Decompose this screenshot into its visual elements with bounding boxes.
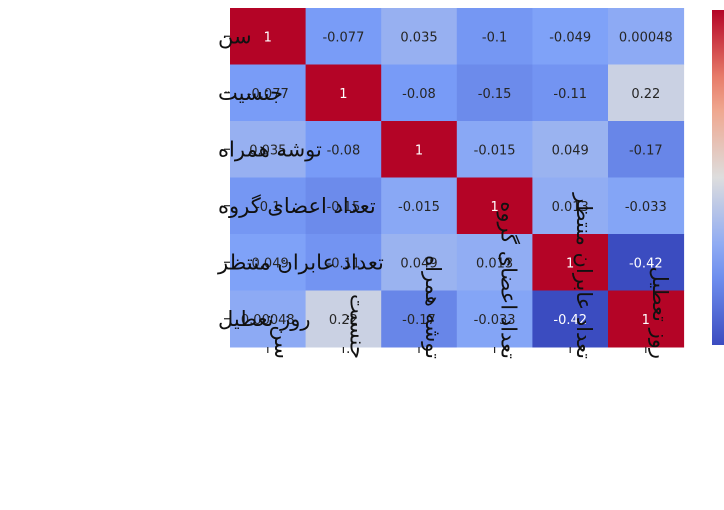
cell-value-label: 0.22 (329, 313, 358, 328)
cell-value-label: -0.049 (549, 30, 591, 45)
heatmap-cell (305, 121, 382, 178)
cell-value-label: 0.00048 (619, 30, 673, 45)
heatmap-cell (381, 234, 458, 291)
heatmap-cell (608, 290, 685, 348)
heatmap-cell (381, 121, 458, 178)
column-label: تعداد اعضای گروه (497, 201, 521, 359)
heatmap-cell (230, 121, 307, 178)
heatmap-cell (381, 64, 458, 122)
row-labels: سن جنسیت توشه همراه تعداد اعضای گروه تعداد ع… (217, 24, 384, 331)
heatmap-cell (532, 290, 609, 348)
cell-value-label: 1 (339, 87, 347, 102)
heatmap-cell (305, 8, 382, 65)
heatmap-cell (381, 177, 458, 235)
heatmap-cell (381, 8, 458, 65)
cell-value-label: 1 (415, 143, 423, 158)
cell-value-label: -0.077 (322, 30, 364, 45)
row-label: جنسیت (218, 81, 283, 105)
heatmap-cell (532, 234, 609, 291)
cell-value-label: 0.22 (631, 87, 660, 102)
cell-value-label: -0.11 (553, 87, 587, 102)
heatmap-cells: 1 -0.077 0.035 -0.1 -0.049 0.00048 -0.077 1 -0.0… (230, 8, 685, 348)
colorbar (712, 10, 724, 345)
row-label: تعداد اعضای گروه (218, 194, 376, 218)
cell-value-label: 1 (566, 256, 574, 271)
row-label: تعداد عابران منتظر (217, 250, 384, 274)
heatmap-cell (456, 121, 533, 178)
cell-value-label: -0.08 (327, 143, 361, 158)
cell-value-label: -0.1 (255, 200, 280, 215)
heatmap-cell (456, 64, 533, 122)
heatmap-cell (532, 121, 609, 178)
colorbar-gradient (712, 10, 724, 345)
heatmap-cell (608, 177, 685, 235)
cell-value-label: -0.077 (247, 87, 289, 102)
cell-value-label: 0.00048 (241, 313, 295, 328)
cell-value-label: -0.15 (478, 87, 512, 102)
cell-value-label: -0.1 (482, 30, 507, 45)
cell-value-label: 0.049 (400, 256, 437, 271)
heatmap-cell (608, 64, 685, 122)
column-labels: سن جنسیت توشه همراه تعداد اعضای گروه تعداد ع… (267, 192, 672, 359)
heatmap-cell (230, 234, 307, 291)
cell-value-label: -0.08 (402, 87, 436, 102)
cell-value-label: 0.049 (552, 143, 589, 158)
cell-value-label: 0.035 (249, 143, 286, 158)
cell-value-label: -0.033 (625, 200, 667, 215)
cell-value-label: -0.17 (402, 313, 436, 328)
cell-value-label: -0.42 (553, 313, 587, 328)
cell-value-label: -0.015 (474, 143, 516, 158)
cell-value-label: -0.17 (629, 143, 663, 158)
heatmap-cell (305, 64, 382, 122)
cell-value-label: -0.033 (474, 313, 516, 328)
cell-value-label: 0.013 (552, 200, 589, 215)
column-label: تعداد عابران منتظر (572, 192, 596, 359)
heatmap-cell (456, 234, 533, 291)
column-label: جنسیت (345, 294, 369, 359)
column-label: توشه همراه (421, 255, 445, 359)
heatmap-cell (230, 290, 307, 348)
heatmap-cell (532, 177, 609, 235)
cell-value-label: -0.049 (247, 256, 289, 271)
column-label: سن (270, 325, 294, 359)
heatmap-cell (381, 290, 458, 348)
heatmap-cell (230, 177, 307, 235)
heatmap-cell (608, 8, 685, 65)
cell-value-label: 1 (264, 30, 272, 45)
cell-value-label: 1 (490, 200, 498, 215)
cell-value-label: 0.035 (400, 30, 437, 45)
heatmap-cell (305, 234, 382, 291)
cell-value-label: 0.013 (476, 256, 513, 271)
heatmap-cell (230, 8, 307, 65)
heatmap-cell (230, 64, 307, 122)
cell-value-label: -0.11 (327, 256, 361, 271)
row-label: سن (218, 24, 252, 48)
row-label: روز تعطیل (218, 307, 311, 331)
heatmap-cell (456, 177, 533, 235)
heatmap-cell (608, 234, 685, 291)
heatmap-cell (532, 8, 609, 65)
heatmap-cell (532, 64, 609, 122)
heatmap-cell (456, 290, 533, 348)
cell-value-label: 1 (642, 313, 650, 328)
heatmap-cell (305, 177, 382, 235)
heatmap-cell (608, 121, 685, 178)
column-label: روز تعطیل (648, 266, 672, 359)
heatmap-cell (305, 290, 382, 348)
cell-value-label: -0.42 (629, 256, 663, 271)
row-label: توشه همراه (218, 137, 322, 161)
cell-value-label: -0.15 (327, 200, 361, 215)
cell-value-label: -0.015 (398, 200, 440, 215)
heatmap-cell (456, 8, 533, 65)
